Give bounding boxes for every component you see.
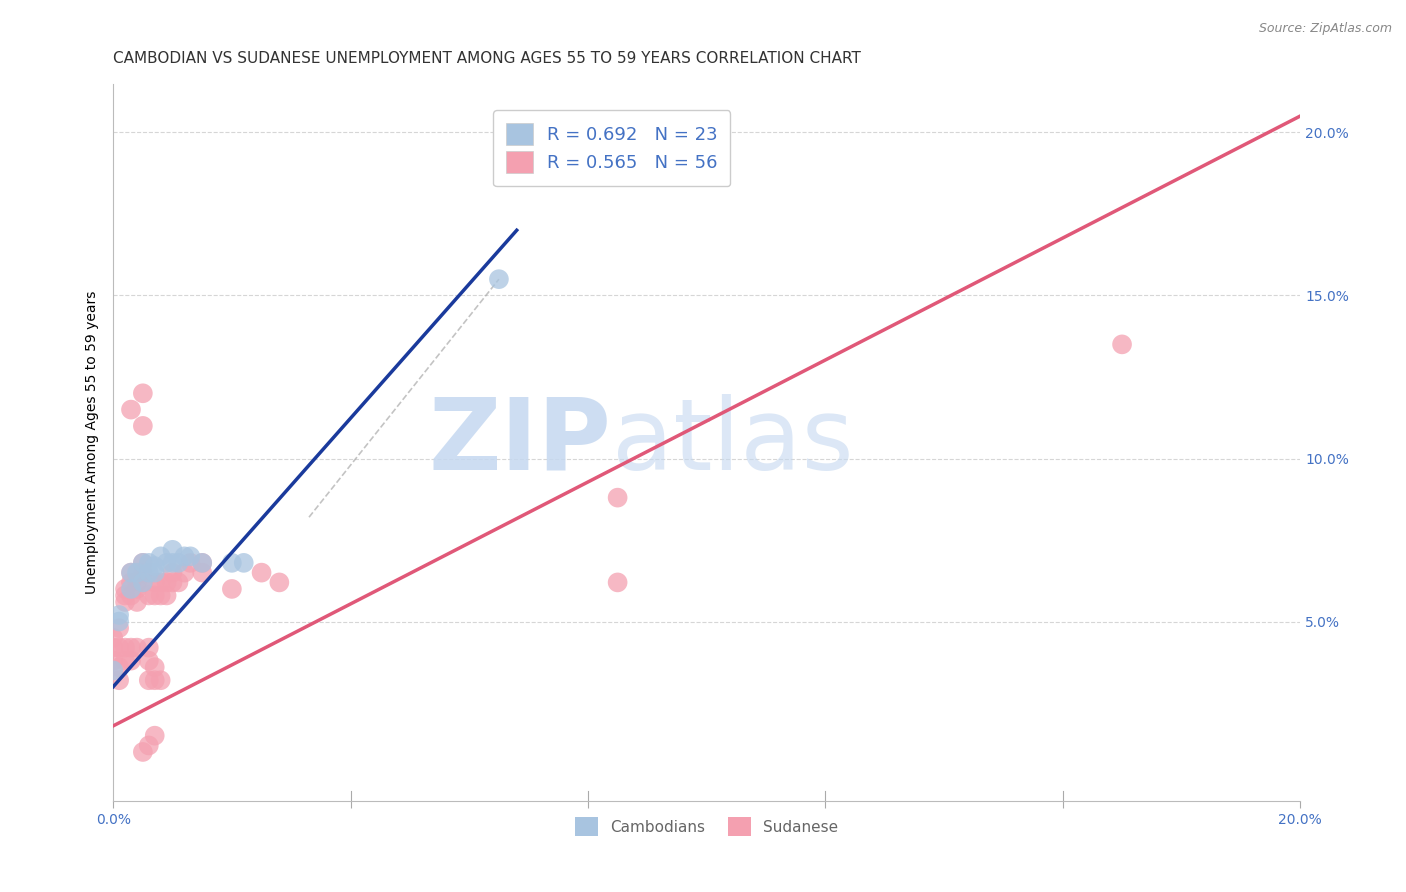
Point bbox=[143, 575, 166, 590]
Point bbox=[125, 566, 148, 580]
Point bbox=[250, 566, 273, 580]
Point bbox=[125, 595, 148, 609]
Point bbox=[167, 556, 190, 570]
Point bbox=[155, 556, 177, 570]
Point bbox=[149, 673, 172, 688]
Point bbox=[606, 575, 628, 590]
Point bbox=[606, 491, 628, 505]
Point bbox=[191, 556, 214, 570]
Point bbox=[221, 556, 243, 570]
Point bbox=[232, 556, 254, 570]
Point bbox=[132, 418, 155, 433]
Point bbox=[162, 556, 184, 570]
Point bbox=[120, 402, 142, 417]
Point bbox=[162, 542, 184, 557]
Point bbox=[138, 640, 160, 655]
Point bbox=[143, 589, 166, 603]
Point bbox=[125, 575, 148, 590]
Point bbox=[108, 615, 131, 629]
Point bbox=[269, 575, 291, 590]
Point bbox=[132, 575, 155, 590]
Point bbox=[108, 621, 131, 635]
Point bbox=[173, 566, 195, 580]
Point bbox=[155, 589, 177, 603]
Point bbox=[120, 582, 142, 596]
Text: ZIP: ZIP bbox=[429, 393, 612, 491]
Point bbox=[132, 566, 155, 580]
Point bbox=[162, 566, 184, 580]
Point bbox=[103, 631, 125, 645]
Text: atlas: atlas bbox=[612, 393, 853, 491]
Point bbox=[125, 640, 148, 655]
Point bbox=[149, 589, 172, 603]
Point bbox=[114, 640, 136, 655]
Point bbox=[120, 566, 142, 580]
Point bbox=[488, 272, 510, 286]
Point bbox=[138, 654, 160, 668]
Point bbox=[143, 566, 166, 580]
Point bbox=[132, 745, 155, 759]
Point bbox=[167, 575, 190, 590]
Point bbox=[108, 640, 131, 655]
Point bbox=[1111, 337, 1133, 351]
Legend: Cambodians, Sudanese: Cambodians, Sudanese bbox=[568, 810, 846, 844]
Point bbox=[103, 654, 125, 668]
Point bbox=[125, 582, 148, 596]
Point bbox=[173, 549, 195, 564]
Point bbox=[120, 575, 142, 590]
Point bbox=[108, 660, 131, 674]
Point bbox=[120, 566, 142, 580]
Y-axis label: Unemployment Among Ages 55 to 59 years: Unemployment Among Ages 55 to 59 years bbox=[86, 291, 100, 594]
Point bbox=[143, 559, 166, 574]
Point bbox=[103, 640, 125, 655]
Point bbox=[108, 607, 131, 622]
Point bbox=[114, 595, 136, 609]
Point bbox=[149, 575, 172, 590]
Point bbox=[149, 549, 172, 564]
Point bbox=[114, 654, 136, 668]
Point bbox=[114, 589, 136, 603]
Text: CAMBODIAN VS SUDANESE UNEMPLOYMENT AMONG AGES 55 TO 59 YEARS CORRELATION CHART: CAMBODIAN VS SUDANESE UNEMPLOYMENT AMONG… bbox=[114, 51, 860, 66]
Point bbox=[114, 582, 136, 596]
Point bbox=[132, 386, 155, 401]
Point bbox=[191, 556, 214, 570]
Point bbox=[120, 640, 142, 655]
Point bbox=[143, 660, 166, 674]
Point bbox=[132, 575, 155, 590]
Point bbox=[138, 566, 160, 580]
Point bbox=[143, 729, 166, 743]
Point bbox=[132, 556, 155, 570]
Point bbox=[138, 556, 160, 570]
Point bbox=[143, 673, 166, 688]
Point bbox=[108, 673, 131, 688]
Point bbox=[155, 575, 177, 590]
Point bbox=[179, 556, 201, 570]
Point bbox=[138, 673, 160, 688]
Point bbox=[179, 549, 201, 564]
Text: Source: ZipAtlas.com: Source: ZipAtlas.com bbox=[1258, 22, 1392, 36]
Point bbox=[132, 556, 155, 570]
Point bbox=[221, 582, 243, 596]
Point bbox=[138, 739, 160, 753]
Point bbox=[120, 654, 142, 668]
Point bbox=[191, 566, 214, 580]
Point bbox=[120, 589, 142, 603]
Point bbox=[162, 575, 184, 590]
Point bbox=[103, 664, 125, 678]
Point bbox=[138, 589, 160, 603]
